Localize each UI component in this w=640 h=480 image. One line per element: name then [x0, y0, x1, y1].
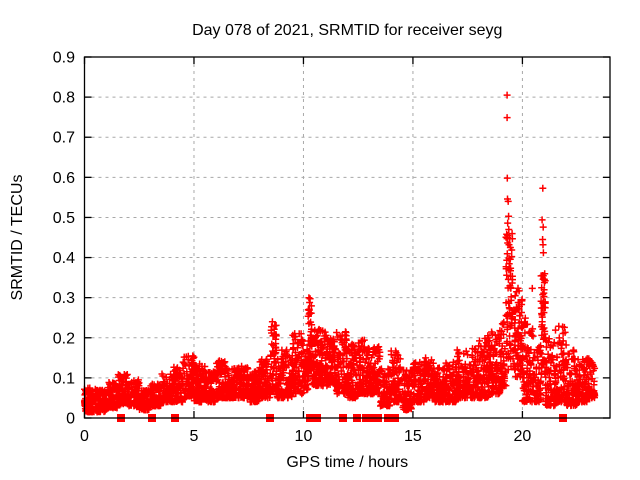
y-tick-label: 0.8: [53, 90, 75, 107]
x-axis-label: GPS time / hours: [286, 454, 408, 471]
x-tick-label: 0: [80, 428, 89, 445]
y-tick-label: 0.4: [53, 250, 75, 267]
axis-tick-labels: 0 5 10 15 20 0 0.1 0.2 0.3 0.4 0.5 0.6 0.7 0.8 0.9: [53, 50, 532, 446]
x-tick-label: 20: [514, 428, 532, 445]
y-tick-label: 0.7: [53, 130, 75, 147]
y-tick-label: 0.1: [53, 370, 75, 387]
y-tick-label: 0.6: [53, 170, 75, 187]
x-tick-label: 10: [295, 428, 313, 445]
chart-title: Day 078 of 2021, SRMTID for receiver sey…: [192, 22, 502, 39]
x-tick-label: 5: [190, 428, 199, 445]
x-tick-label: 15: [404, 428, 422, 445]
y-tick-label: 0.5: [53, 210, 75, 227]
y-tick-label: 0.2: [53, 330, 75, 347]
y-tick-label: 0.9: [53, 50, 75, 67]
y-tick-label: 0: [66, 411, 75, 428]
y-tick-label: 0.3: [53, 290, 75, 307]
plot-border: [83, 56, 611, 419]
scatter-points: [81, 91, 599, 416]
y-axis-label: SRMTID / TECUs: [9, 175, 26, 301]
